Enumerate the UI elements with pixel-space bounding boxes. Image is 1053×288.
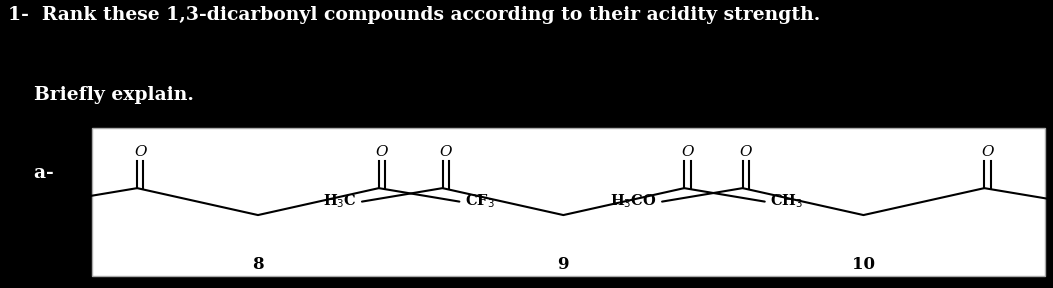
Text: Briefly explain.: Briefly explain. <box>8 86 195 105</box>
Text: H$_3$C: H$_3$C <box>323 193 357 211</box>
Text: 10: 10 <box>852 256 875 273</box>
FancyBboxPatch shape <box>92 128 1045 276</box>
Text: H$_3$CO: H$_3$CO <box>610 193 657 211</box>
Text: CH$_3$: CH$_3$ <box>770 193 803 211</box>
Text: O: O <box>739 145 752 159</box>
Text: O: O <box>134 145 146 159</box>
Text: CF$_3$: CF$_3$ <box>464 193 495 211</box>
Text: O: O <box>981 145 994 159</box>
Text: O: O <box>376 145 389 159</box>
Text: O: O <box>681 145 694 159</box>
Text: O: O <box>439 145 452 159</box>
Text: 8: 8 <box>252 256 264 273</box>
Text: F$_3$C: F$_3$C <box>21 193 52 211</box>
Text: 1-  Rank these 1,3-dicarbonyl compounds according to their acidity strength.: 1- Rank these 1,3-dicarbonyl compounds a… <box>8 6 820 24</box>
Text: 9: 9 <box>558 256 569 273</box>
Text: a-: a- <box>8 164 54 182</box>
